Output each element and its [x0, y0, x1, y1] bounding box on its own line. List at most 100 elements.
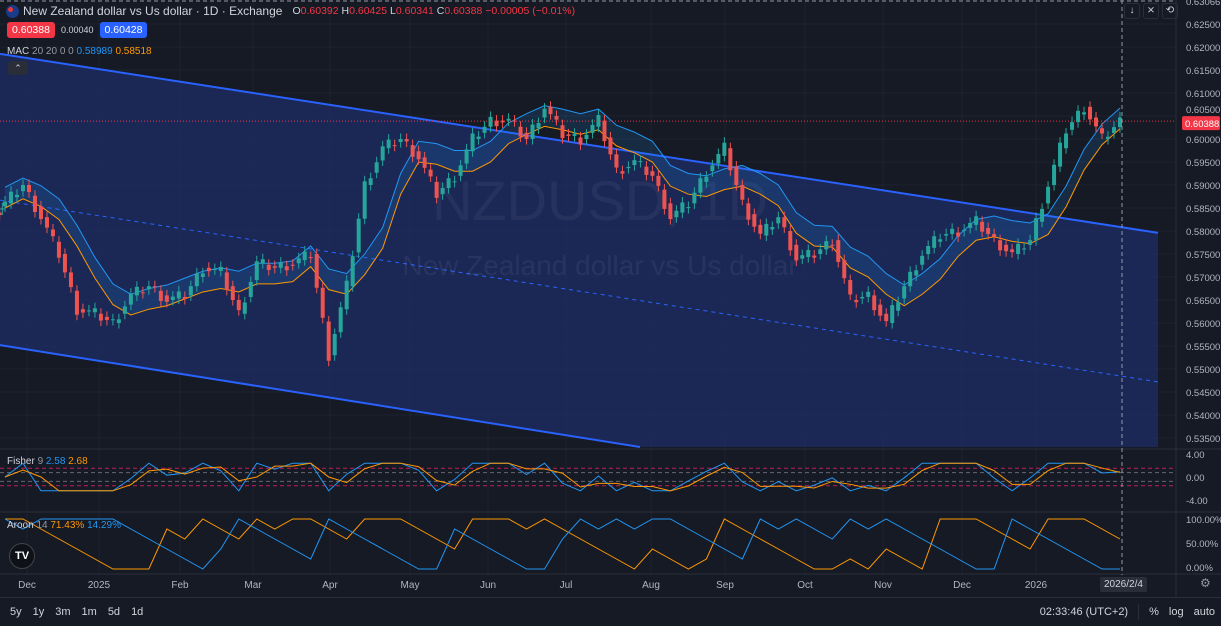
percent-scale-button[interactable]: %	[1149, 606, 1159, 618]
chart-canvas[interactable]: 0.62500 0.62000 0.61500 0.61000 0.60500 0.600…	[0, 0, 1221, 597]
collapse-icon[interactable]: ⨯	[1143, 3, 1159, 19]
candle-body	[20, 185, 25, 192]
price-tick: 0.62000	[1186, 43, 1220, 54]
candle-body	[656, 175, 661, 186]
candle-body	[14, 194, 19, 198]
timeframe-1d[interactable]: 1d	[131, 605, 144, 618]
candle-body	[698, 178, 703, 193]
timeframe-5d[interactable]: 5d	[107, 605, 121, 618]
candle-body	[518, 126, 523, 137]
timeframe-3m[interactable]: 3m	[55, 605, 71, 618]
candle-body	[446, 178, 451, 189]
aroon-legend[interactable]: Aroon 14 71.43% 14.29%	[7, 520, 121, 531]
candle-body	[266, 264, 271, 270]
down-arrow-icon[interactable]: ↓	[1124, 3, 1140, 19]
ohlc-values: O0.60392 H0.60425 L0.60341 C0.60388 −0.0…	[292, 5, 576, 17]
candle-body	[236, 300, 241, 311]
price-tick: 0.62500	[1186, 20, 1220, 31]
candle-body	[836, 240, 841, 262]
candle-body	[500, 120, 505, 123]
candle-body	[416, 151, 421, 160]
settings-gear-icon[interactable]: ⚙	[1200, 576, 1211, 590]
candle-body	[368, 178, 373, 185]
candle-body	[818, 249, 823, 254]
candle-body	[152, 286, 157, 288]
candle-body	[1022, 248, 1027, 250]
candle-body	[746, 203, 751, 220]
candle-body	[0, 212, 2, 216]
candle-body	[848, 280, 853, 295]
candle-body	[242, 302, 247, 314]
watermark-symbol: NZDUSD, 1D	[432, 169, 768, 232]
candle-body	[668, 203, 673, 220]
pane-tools: ↓ ⨯ ⟲	[1124, 3, 1178, 19]
candle-body	[386, 139, 391, 149]
candle-body	[272, 266, 277, 268]
auto-scale-button[interactable]: auto	[1193, 606, 1215, 618]
fisher-legend[interactable]: Fisher 9 2.58 2.68	[7, 456, 88, 467]
fisher-trigger-line	[4, 462, 1121, 492]
timeframe-1m[interactable]: 1m	[81, 605, 97, 618]
candle-body	[140, 292, 145, 294]
mac-legend[interactable]: MAC 20 20 0 0 0.58989 0.58518	[7, 46, 152, 57]
clock[interactable]: 02:33:46 (UTC+2)	[1039, 606, 1129, 618]
candle-body	[296, 258, 301, 264]
candle-body	[974, 216, 979, 225]
candle-body	[1082, 112, 1087, 115]
symbol-title[interactable]: New Zealand dollar vs Us dollar · 1D · E…	[23, 4, 283, 18]
candle-body	[32, 195, 37, 212]
candle-body	[626, 166, 631, 169]
candle-body	[92, 308, 97, 313]
candle-body	[680, 202, 685, 213]
last-price-badge	[1182, 116, 1220, 131]
buy-button[interactable]: 0.60428	[99, 22, 148, 38]
candle-body	[260, 259, 265, 264]
collapse-legend-button[interactable]: ⌃	[8, 61, 28, 75]
candle-body	[206, 267, 211, 272]
candle-body	[332, 334, 337, 356]
fisher-axis-tick: -4.00	[1186, 496, 1208, 507]
timeframe-5y[interactable]: 5y	[10, 605, 22, 618]
candle-body	[992, 234, 997, 237]
candle-body	[128, 293, 133, 305]
aroon-axis-tick: 0.00%	[1186, 563, 1213, 574]
aroon-up-line	[5, 518, 1121, 570]
candle-body	[986, 227, 991, 235]
log-scale-button[interactable]: log	[1168, 606, 1184, 618]
timeframe-1y[interactable]: 1y	[32, 605, 45, 618]
candle-body	[224, 272, 229, 290]
candle-body	[74, 290, 79, 315]
candle-body	[824, 241, 829, 250]
candle-body	[530, 124, 535, 139]
candle-body	[830, 244, 835, 246]
price-tick: 0.60500	[1186, 105, 1220, 116]
candle-body	[962, 229, 967, 231]
fisher-line	[4, 462, 1121, 492]
candle-body	[584, 134, 589, 139]
candle-body	[650, 171, 655, 176]
candle-body	[1070, 122, 1075, 130]
price-tick: 0.57500	[1186, 250, 1220, 261]
time-tick: Aug	[642, 580, 660, 591]
candle-body	[878, 304, 883, 316]
candle-body	[200, 273, 205, 277]
candle-body	[158, 290, 163, 301]
candle-body	[632, 160, 637, 166]
price-tick: 0.57000	[1186, 273, 1220, 284]
candle-body	[50, 229, 55, 237]
candle-body	[104, 316, 109, 320]
candle-body	[704, 176, 709, 182]
candle-body	[1076, 110, 1081, 123]
candle-body	[428, 169, 433, 177]
tradingview-logo[interactable]: TV	[9, 543, 35, 569]
candle-body	[182, 296, 187, 300]
time-tick: Sep	[716, 580, 734, 591]
sell-button[interactable]: 0.60388	[7, 22, 55, 38]
candle-body	[968, 223, 973, 228]
channel-lower-line	[0, 344, 641, 448]
refresh-icon[interactable]: ⟲	[1162, 3, 1178, 19]
candle-body	[3, 201, 7, 207]
quote-buttons: 0.60388 0.00040 0.60428	[7, 22, 148, 38]
candle-body	[638, 161, 643, 163]
candle-body	[614, 154, 619, 168]
